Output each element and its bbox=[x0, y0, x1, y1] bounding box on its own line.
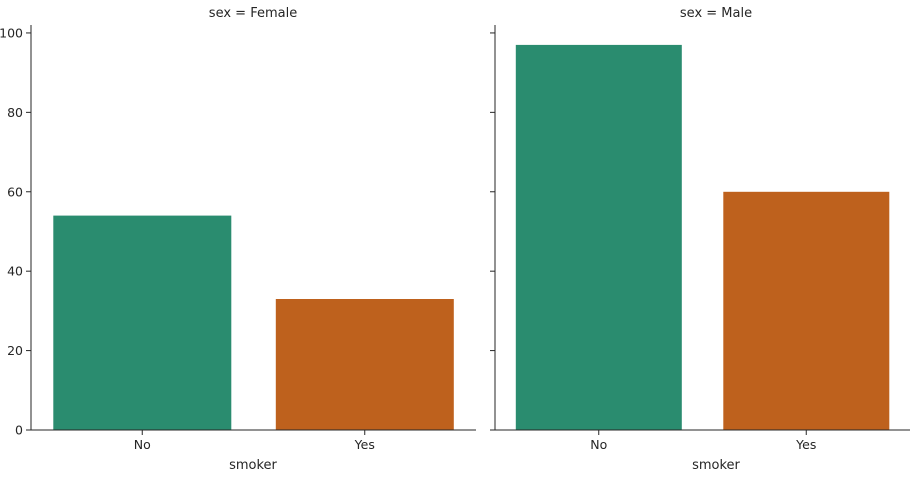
bar-yes-panel-0 bbox=[275, 299, 454, 430]
panel-title-male: sex = Male bbox=[680, 6, 752, 21]
panel-title-female: sex = Female bbox=[209, 6, 297, 21]
y-tick-label-40: 40 bbox=[7, 264, 23, 279]
panel-male: sex = Male No Yes bbox=[490, 6, 910, 452]
bar-no-panel-1 bbox=[515, 44, 682, 431]
x-axis-label-male: smoker bbox=[692, 458, 740, 473]
x-tick-label-yes-panel-0: Yes bbox=[354, 437, 375, 452]
bar-no-panel-0 bbox=[53, 215, 232, 430]
y-tick-label-80: 80 bbox=[7, 105, 23, 120]
bar-yes-panel-1 bbox=[723, 191, 890, 430]
y-tick-label-0: 0 bbox=[15, 423, 23, 438]
panel-female: sex = Female No Yes 0 20 40 60 80 100 bbox=[0, 6, 476, 452]
y-tick-label-20: 20 bbox=[7, 343, 23, 358]
y-tick-label-60: 60 bbox=[7, 184, 23, 199]
x-axis-label-female: smoker bbox=[229, 458, 277, 473]
y-tick-label-100: 100 bbox=[0, 25, 23, 40]
x-tick-label-yes-panel-1: Yes bbox=[795, 437, 816, 452]
x-tick-label-no-panel-0: No bbox=[134, 437, 151, 452]
x-tick-label-no-panel-1: No bbox=[590, 437, 607, 452]
